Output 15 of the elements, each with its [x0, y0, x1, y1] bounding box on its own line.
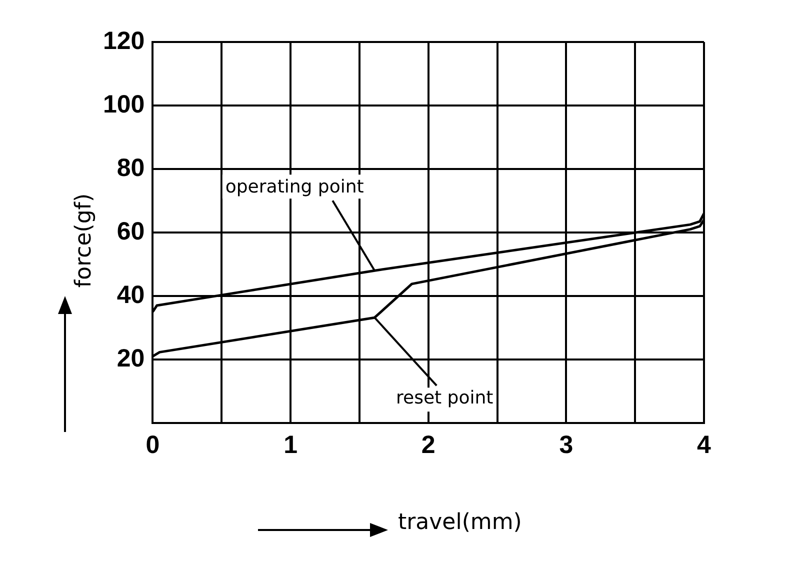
y-tick-label: 20 [116, 344, 145, 372]
y-tick-label: 40 [116, 280, 145, 309]
y-tick-label: 80 [116, 154, 145, 182]
x-tick-label: 4 [697, 430, 712, 459]
x-axis-title: travel(mm) [398, 510, 522, 535]
annotation: reset point [396, 387, 494, 408]
x-tick-label: 2 [421, 430, 436, 459]
y-tick-label: 100 [102, 90, 145, 118]
annotation: operating point [225, 176, 364, 198]
x-tick-label: 0 [146, 430, 160, 459]
y-tick-label: 120 [102, 26, 145, 55]
y-axis-title: force(gf) [72, 192, 96, 290]
x-tick-label: 1 [284, 430, 298, 459]
y-tick-label: 60 [116, 217, 145, 246]
x-tick-label: 3 [559, 430, 574, 459]
